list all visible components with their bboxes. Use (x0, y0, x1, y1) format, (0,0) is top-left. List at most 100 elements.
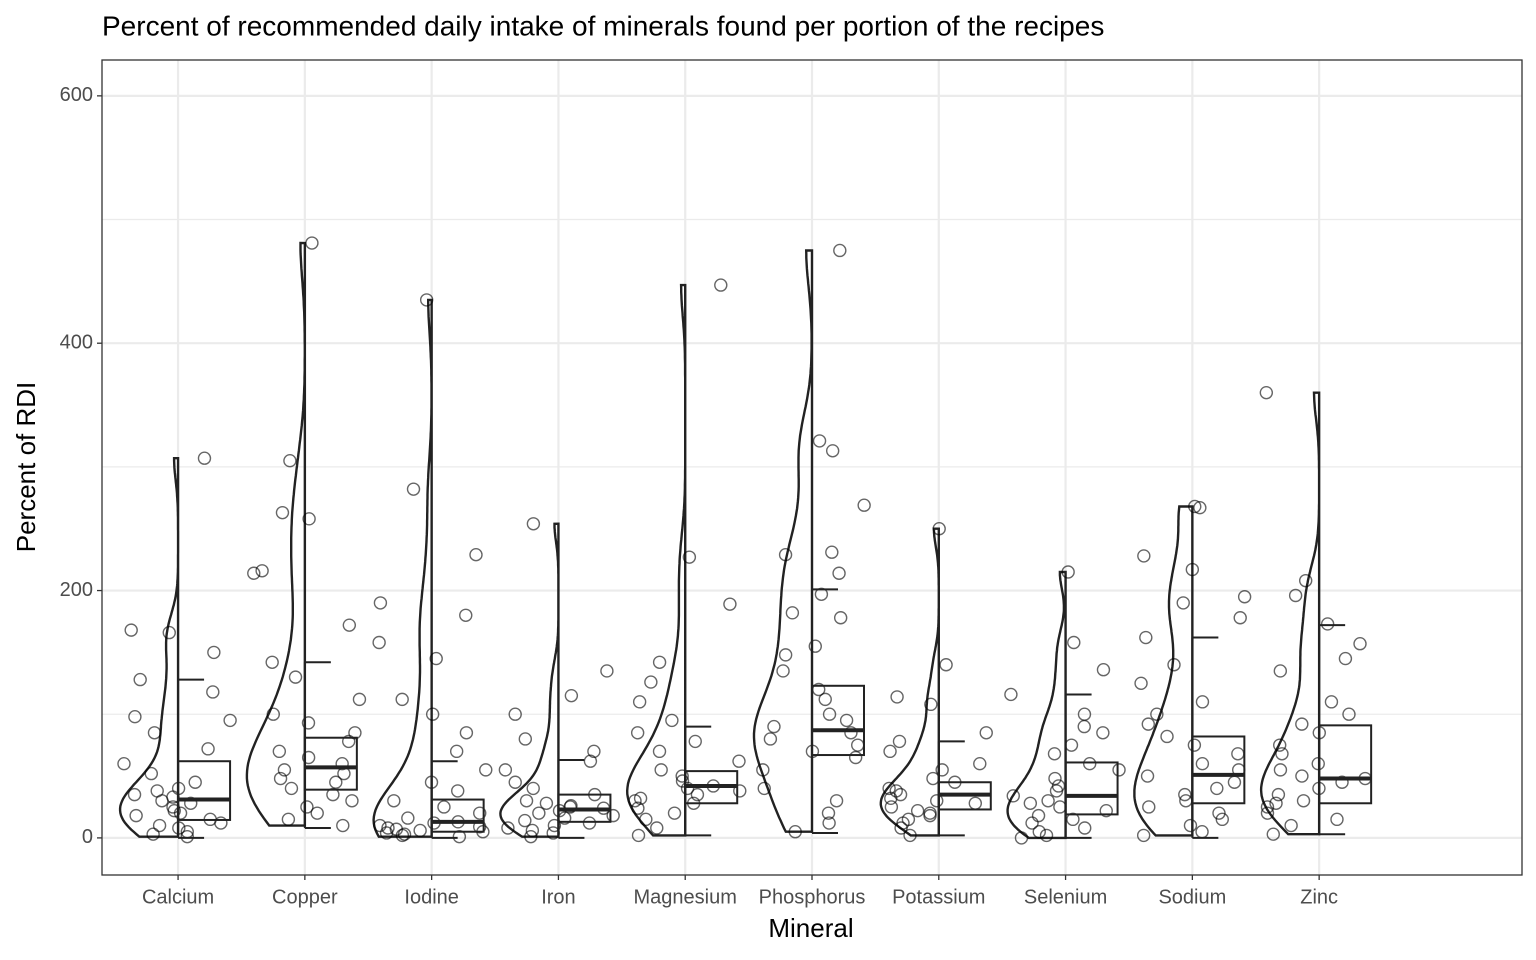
box (177, 760, 232, 821)
point (822, 707, 837, 721)
point (255, 564, 269, 578)
point (1083, 756, 1097, 771)
point (1210, 781, 1224, 796)
point (1215, 812, 1229, 827)
point (1032, 825, 1046, 839)
point (1320, 617, 1335, 631)
point (207, 645, 221, 660)
point (1338, 651, 1353, 666)
point (452, 829, 467, 844)
point (1049, 784, 1064, 798)
point (926, 771, 940, 786)
point (539, 796, 554, 810)
violin (625, 283, 687, 837)
point (1298, 573, 1313, 588)
point (272, 744, 287, 759)
box (1064, 761, 1119, 816)
point (924, 697, 938, 712)
point (152, 818, 167, 833)
box (430, 798, 485, 833)
point (1275, 747, 1289, 761)
point (767, 719, 781, 734)
point (851, 738, 865, 752)
point (788, 825, 802, 839)
point (930, 794, 944, 808)
point (1067, 635, 1081, 650)
point (144, 766, 159, 781)
point (1295, 769, 1309, 783)
point (1167, 658, 1181, 672)
point (469, 547, 483, 562)
point (1183, 818, 1198, 833)
point (283, 453, 297, 468)
point (1260, 806, 1275, 820)
point (206, 685, 220, 699)
violin (245, 241, 307, 827)
point (822, 816, 836, 830)
point (778, 547, 793, 562)
point (652, 744, 667, 759)
point (1266, 827, 1280, 841)
point (606, 808, 620, 823)
point (785, 606, 800, 620)
point (1193, 500, 1207, 515)
y-axis-label: Percent of RDI (11, 382, 41, 553)
point (395, 692, 409, 707)
point (1188, 499, 1202, 514)
point (281, 812, 296, 827)
point (821, 806, 836, 820)
point (1273, 664, 1288, 678)
point (1231, 747, 1245, 761)
point (675, 769, 689, 783)
point (223, 713, 237, 728)
point (184, 796, 198, 810)
point (667, 806, 682, 820)
point (352, 692, 367, 707)
point (892, 734, 907, 749)
point (732, 754, 746, 768)
point (848, 750, 863, 765)
x-tick-label: Phosphorus (759, 886, 866, 908)
box (1318, 724, 1373, 805)
point (844, 726, 858, 740)
point (690, 787, 705, 802)
point (459, 726, 474, 740)
point (1078, 821, 1092, 835)
y-tick-label: 600 (60, 84, 93, 106)
point (519, 794, 534, 808)
point (778, 648, 793, 662)
point (127, 787, 142, 802)
point (348, 726, 362, 740)
point (372, 635, 386, 650)
point (301, 750, 316, 765)
point (275, 505, 290, 520)
point (498, 763, 513, 777)
x-tick-label: Calcium (142, 886, 214, 908)
point (305, 236, 319, 250)
point (1353, 637, 1367, 651)
point (1269, 796, 1283, 810)
point (832, 566, 846, 580)
point (818, 692, 832, 707)
point (1077, 719, 1091, 734)
violin (372, 298, 433, 838)
point (345, 794, 359, 808)
point (1260, 800, 1275, 814)
violin (118, 456, 180, 838)
point (129, 808, 143, 823)
point (389, 822, 404, 836)
chart-title: Percent of recommended daily intake of m… (102, 10, 1104, 41)
point (1139, 630, 1153, 645)
point (133, 672, 147, 687)
point (425, 707, 440, 721)
point (665, 713, 679, 728)
point (1212, 806, 1226, 820)
point (437, 800, 451, 814)
point (1296, 794, 1311, 808)
x-tick-label: Potassium (892, 886, 985, 908)
point (1064, 738, 1079, 752)
point (1141, 717, 1155, 731)
point (757, 781, 771, 796)
point (682, 550, 697, 564)
